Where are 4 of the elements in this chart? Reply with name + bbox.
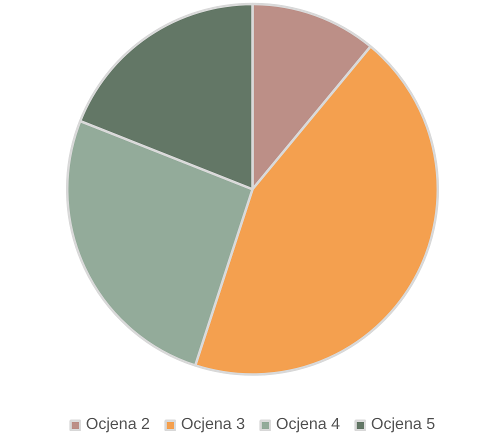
legend-label: Ocjena 3 [180, 416, 245, 434]
legend-label: Ocjena 4 [276, 416, 340, 434]
legend-label: Ocjena 5 [371, 416, 436, 434]
legend-label: Ocjena 2 [86, 416, 150, 434]
